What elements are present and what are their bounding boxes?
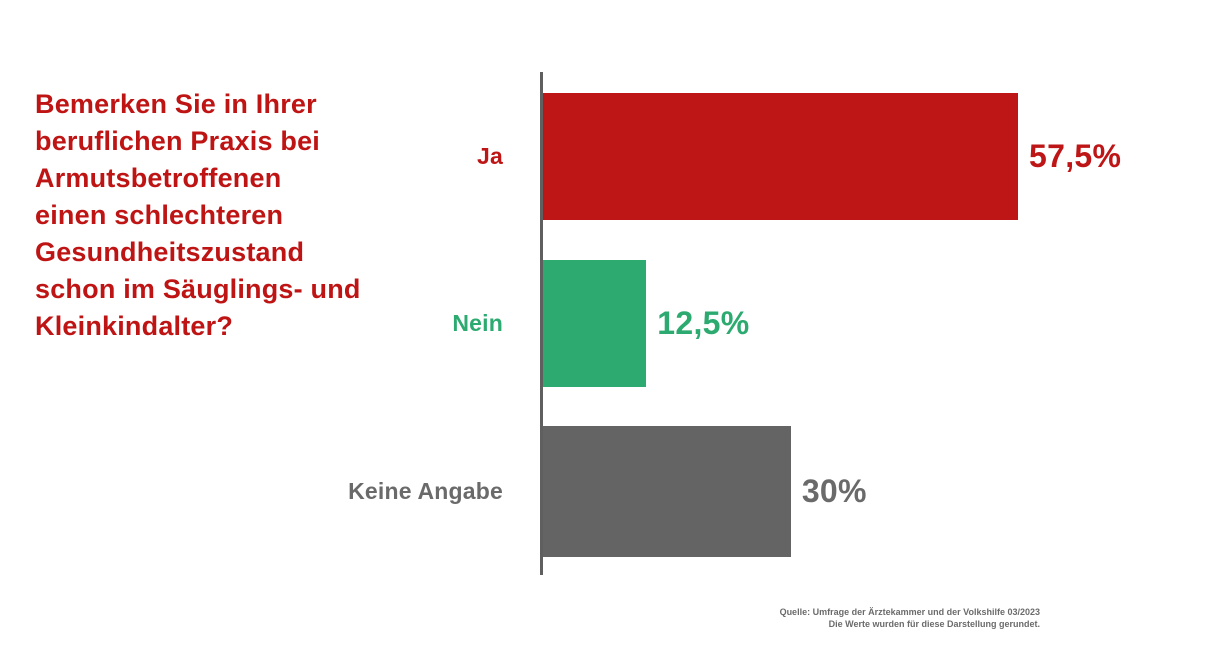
value-label-keine-angabe: 30%	[801, 473, 867, 509]
source-note-line2: Die Werte wurden für diese Darstellung g…	[828, 619, 1040, 629]
y-axis-line	[540, 72, 543, 575]
bar-row-ja: Ja 57,5%	[0, 93, 1216, 220]
bar-keine-angabe	[543, 426, 791, 557]
value-label-nein: 12,5%	[657, 305, 750, 341]
bar-row-keine-angabe: Keine Angabe 30%	[0, 426, 1216, 557]
bar-ja	[543, 93, 1018, 220]
category-label-ja: Ja	[477, 143, 503, 169]
category-label-keine-angabe: Keine Angabe	[348, 478, 503, 504]
source-note: Quelle: Umfrage der Ärztekammer und der …	[780, 606, 1040, 630]
source-note-line1: Quelle: Umfrage der Ärztekammer und der …	[779, 607, 1040, 617]
bar-nein	[543, 260, 647, 387]
category-label-nein: Nein	[452, 310, 503, 336]
question-text: Bemerken Sie in Ihrer beruflichen Praxis…	[35, 89, 361, 341]
value-label-ja: 57,5%	[1029, 138, 1122, 174]
bar-row-nein: Nein 12,5%	[0, 260, 1216, 387]
